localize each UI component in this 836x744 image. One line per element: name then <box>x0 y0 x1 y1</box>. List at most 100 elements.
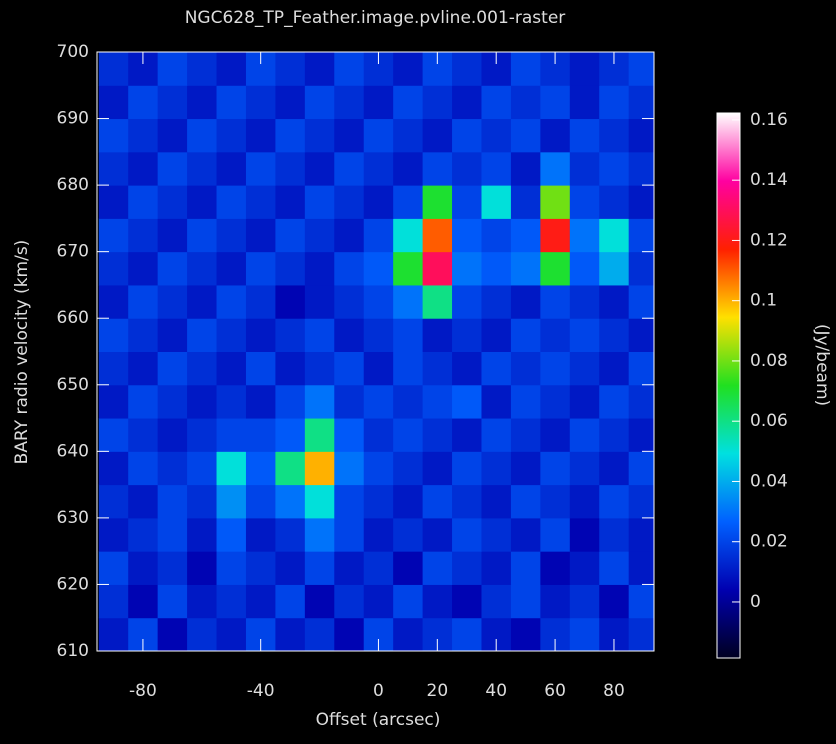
cell <box>245 284 276 319</box>
cell <box>540 251 571 286</box>
cell <box>599 384 630 419</box>
cell <box>275 351 306 386</box>
cell <box>569 52 600 86</box>
cell <box>363 251 394 286</box>
cell <box>334 118 365 153</box>
colorbar-tick-label: 0.1 <box>750 291 777 311</box>
cell <box>569 551 600 585</box>
cell <box>216 185 247 219</box>
cell <box>363 451 394 486</box>
cell <box>304 218 335 253</box>
cell <box>510 151 541 186</box>
cell <box>334 384 365 419</box>
cell <box>98 451 129 486</box>
cell <box>304 584 335 619</box>
cell <box>510 218 541 253</box>
cell <box>245 584 276 619</box>
x-tick-label: 40 <box>485 681 507 701</box>
cell <box>128 318 159 352</box>
cell <box>422 551 453 585</box>
cell <box>334 218 365 253</box>
cell <box>481 418 512 452</box>
cell <box>304 517 335 552</box>
cell <box>275 384 306 419</box>
cell <box>569 617 600 651</box>
cell <box>216 351 247 386</box>
cell <box>510 551 541 585</box>
colorbar-tick-label: 0.04 <box>750 471 788 491</box>
y-tick-label: 630 <box>57 508 89 528</box>
cell <box>216 85 247 120</box>
cell <box>157 185 188 219</box>
cell <box>393 52 424 86</box>
cell <box>393 584 424 619</box>
cell <box>128 351 159 386</box>
cell <box>157 52 188 86</box>
cell <box>599 185 630 219</box>
cell <box>481 185 512 219</box>
x-tick-label: -40 <box>247 681 275 701</box>
cell <box>187 318 218 352</box>
cell <box>157 351 188 386</box>
cell <box>304 185 335 219</box>
colorbar-label: (Jy/beam) <box>812 324 832 406</box>
cell <box>452 85 482 120</box>
x-tick-label: 20 <box>427 681 449 701</box>
cell <box>363 551 394 585</box>
y-tick-label: 610 <box>57 641 89 661</box>
cell <box>304 351 335 386</box>
cell <box>98 418 129 452</box>
y-tick-label: 690 <box>57 109 89 129</box>
cell <box>334 351 365 386</box>
raster <box>98 52 654 651</box>
cell <box>481 218 512 253</box>
cell <box>157 484 188 519</box>
cell <box>510 118 541 153</box>
cell <box>363 484 394 519</box>
cell <box>393 118 424 153</box>
cell <box>393 551 424 585</box>
cell <box>275 85 306 120</box>
cell <box>452 384 482 419</box>
cell <box>628 551 654 585</box>
cell <box>216 418 247 452</box>
cell <box>628 318 654 352</box>
cell <box>157 617 188 651</box>
cell <box>510 484 541 519</box>
cell <box>187 351 218 386</box>
cell <box>363 185 394 219</box>
cell <box>510 517 541 552</box>
cell <box>452 251 482 286</box>
cell <box>393 384 424 419</box>
cell <box>452 185 482 219</box>
cell <box>599 551 630 585</box>
cell <box>245 85 276 120</box>
cell <box>569 185 600 219</box>
cell <box>98 218 129 253</box>
cell <box>334 517 365 552</box>
cell <box>157 85 188 120</box>
cell <box>334 284 365 319</box>
cell <box>128 118 159 153</box>
colorbar <box>716 112 741 659</box>
cell <box>599 451 630 486</box>
cell <box>510 284 541 319</box>
cell <box>128 384 159 419</box>
cell <box>481 351 512 386</box>
cell <box>628 251 654 286</box>
cell <box>216 517 247 552</box>
cell <box>245 251 276 286</box>
cell <box>157 384 188 419</box>
cell <box>304 151 335 186</box>
cell <box>304 551 335 585</box>
cell <box>393 484 424 519</box>
cell <box>422 85 453 120</box>
cell <box>510 384 541 419</box>
colorbar-tick-label: 0.16 <box>750 110 788 130</box>
cell <box>187 617 218 651</box>
cell <box>628 85 654 120</box>
cell <box>245 151 276 186</box>
cell <box>245 118 276 153</box>
cell <box>363 85 394 120</box>
